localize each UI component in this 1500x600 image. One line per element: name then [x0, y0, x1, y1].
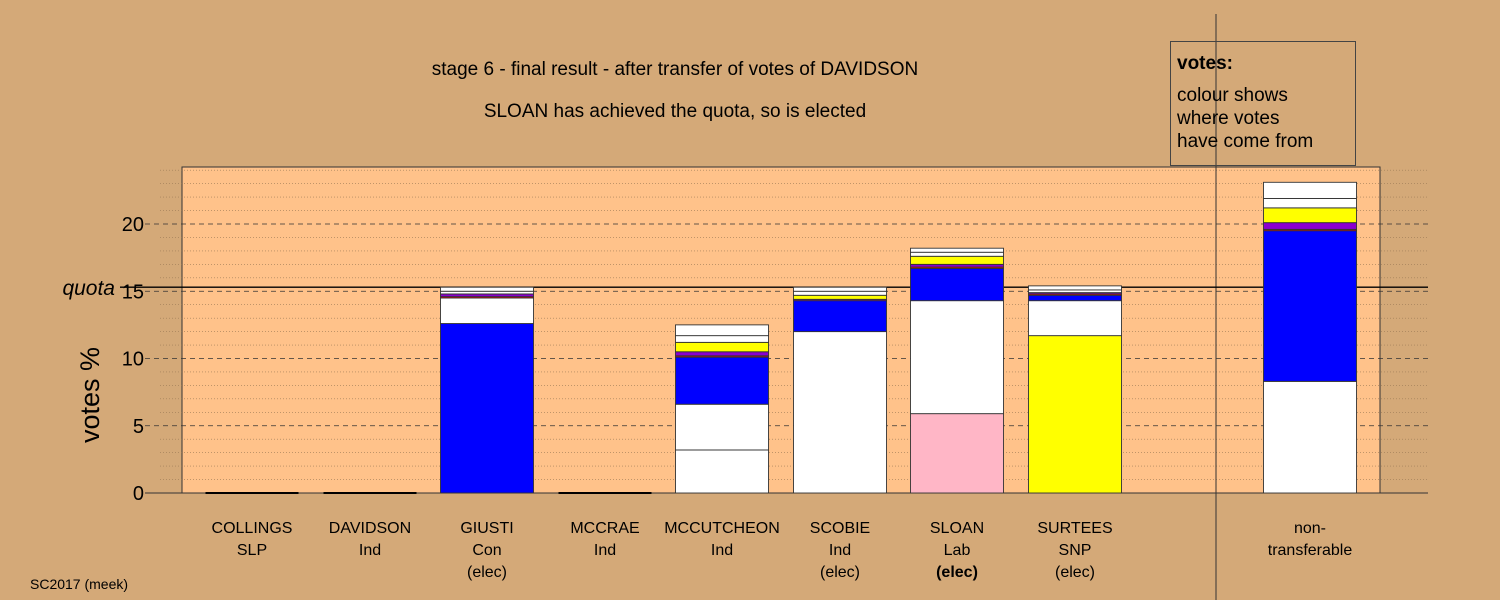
bar-segment-yellow — [675, 341, 769, 353]
bar-segment-white — [1263, 380, 1357, 494]
candidate-party-label: Con — [472, 542, 501, 559]
bar-segment-blue — [440, 323, 534, 494]
bars-layer — [205, 181, 1357, 494]
candidate-status-label: (elec) — [936, 564, 978, 581]
legend-box: votes: colour shows where votes have com… — [1170, 41, 1356, 166]
candidate-party-label: Ind — [359, 542, 381, 559]
candidate-party-label: SLP — [237, 542, 267, 559]
candidate-status-label: (elec) — [1055, 564, 1095, 581]
bar-segment-white — [793, 331, 887, 494]
bar-segment-blue — [910, 267, 1004, 302]
bar-segment-white — [675, 403, 769, 451]
candidate-party-label: Ind — [594, 542, 616, 559]
candidate-name-label: SURTEES — [1037, 520, 1112, 537]
candidate-name-label: DAVIDSON — [329, 520, 411, 537]
bar-segment-white — [440, 286, 534, 292]
bar-segment-yellow — [1263, 207, 1357, 224]
bar-segment-purple — [675, 351, 769, 357]
candidate-party-label: Lab — [944, 542, 971, 559]
candidate-name-label: SCOBIE — [810, 520, 870, 537]
candidate-party-label: Ind — [711, 542, 733, 559]
plot-area — [181, 166, 1381, 494]
bar-segment-white — [793, 286, 887, 292]
quota-label: quota — [62, 277, 115, 300]
bar-segment-white — [910, 247, 1004, 253]
candidate-name-label: non- — [1294, 520, 1326, 537]
bar-segment-purple — [1263, 222, 1357, 230]
bar-segment-white — [793, 290, 887, 296]
footer-note: SC2017 (meek) — [30, 576, 128, 592]
bar-segment-white — [675, 324, 769, 337]
bar-segment-blue — [793, 300, 887, 333]
bar-segment-white — [1263, 197, 1357, 209]
candidate-status-label: (elec) — [467, 564, 507, 581]
y-tick-label: 20 — [122, 214, 144, 236]
bar-segment-white — [675, 449, 769, 494]
bar-segment-white — [910, 251, 1004, 257]
y-tick-label: 0 — [133, 483, 144, 505]
legend-title: votes: — [1177, 53, 1233, 74]
candidate-party-label: SNP — [1059, 542, 1092, 559]
candidate-status-label: (elec) — [820, 564, 860, 581]
candidate-name-label: SLOAN — [930, 520, 984, 537]
y-tick-label: 15 — [122, 281, 144, 303]
bar-segment-pink — [910, 413, 1004, 494]
bar-segment-yellow — [1028, 335, 1122, 494]
bar-segment-blue — [1028, 294, 1122, 302]
bar-segment-yellow — [910, 255, 1004, 265]
bar-segment-blue — [1263, 230, 1357, 382]
bar-segment-white — [675, 335, 769, 343]
y-axis-label: votes % — [75, 347, 105, 443]
legend-line: colour shows — [1177, 85, 1288, 106]
candidate-name-label: MCCUTCHEON — [664, 520, 780, 537]
candidate-name-label: GIUSTI — [460, 520, 513, 537]
legend-line: where votes — [1177, 108, 1280, 129]
candidate-party-label: transferable — [1268, 542, 1353, 559]
chart-subtitle: SLOAN has achieved the quota, so is elec… — [484, 101, 866, 122]
bar-segment-white — [1028, 300, 1122, 337]
bar-segment-white — [1263, 181, 1357, 199]
chart-title: stage 6 - final result - after transfer … — [432, 59, 918, 80]
y-tick-label: 10 — [122, 349, 144, 371]
bar-segment-blue — [675, 356, 769, 405]
labels-layer: 0 5 10 15 20 COLLINGS SLP DAVIDSON Ind GIUSTI Con (… — [122, 214, 1353, 581]
bar-segment-white — [1028, 285, 1122, 291]
y-tick-label: 5 — [133, 416, 144, 438]
legend-line: have come from — [1177, 131, 1314, 152]
candidate-name-label: MCCRAE — [570, 520, 639, 537]
candidate-name-label: COLLINGS — [212, 520, 293, 537]
bar-segment-yellow — [793, 294, 887, 300]
bar-segment-white — [440, 297, 534, 324]
candidate-party-label: Ind — [829, 542, 851, 559]
bar-segment-white — [910, 300, 1004, 415]
